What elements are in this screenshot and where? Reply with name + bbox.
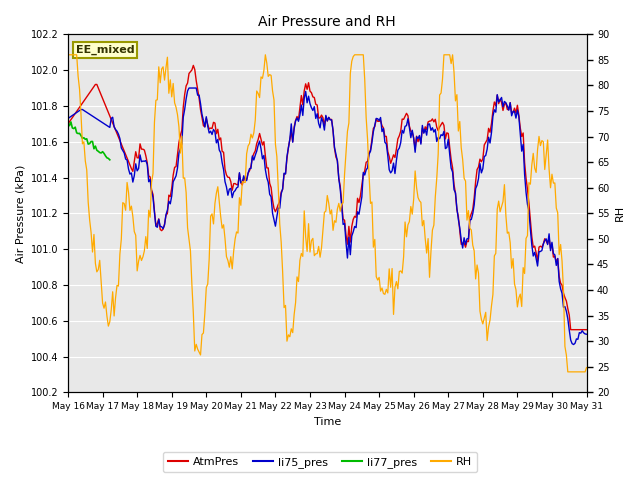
Legend: AtmPres, li75_pres, li77_pres, RH: AtmPres, li75_pres, li77_pres, RH — [163, 452, 477, 472]
Y-axis label: RH: RH — [615, 205, 625, 221]
Y-axis label: Air Pressure (kPa): Air Pressure (kPa) — [15, 164, 25, 263]
X-axis label: Time: Time — [314, 417, 341, 427]
Text: EE_mixed: EE_mixed — [76, 45, 134, 55]
Title: Air Pressure and RH: Air Pressure and RH — [259, 15, 396, 29]
